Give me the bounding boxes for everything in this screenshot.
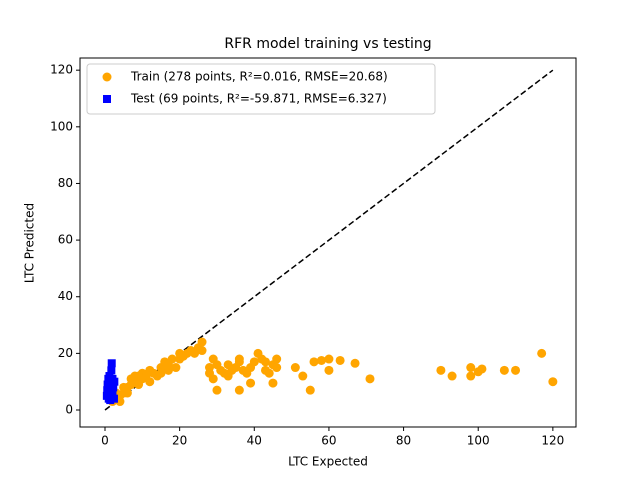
point <box>537 348 547 358</box>
point <box>447 371 457 381</box>
point <box>208 374 218 384</box>
point <box>305 385 315 395</box>
point <box>106 396 115 405</box>
point <box>104 374 113 383</box>
point <box>110 377 119 386</box>
legend-label: Train (278 points, R²=0.016, RMSE=20.68) <box>130 70 388 84</box>
point <box>272 354 282 364</box>
point <box>134 371 144 381</box>
x-tick-label: 120 <box>541 434 564 448</box>
point <box>477 364 487 374</box>
point <box>298 371 308 381</box>
point <box>156 368 166 378</box>
point <box>109 383 118 392</box>
x-tick-label: 80 <box>396 434 411 448</box>
y-tick-label: 120 <box>50 63 73 77</box>
point <box>268 378 278 388</box>
legend-marker <box>102 72 112 82</box>
y-tick-label: 20 <box>58 346 73 360</box>
point <box>466 371 476 381</box>
chart-title: RFR model training vs testing <box>224 36 431 52</box>
x-tick-label: 40 <box>247 434 262 448</box>
point <box>324 354 334 364</box>
x-axis-label: LTC Expected <box>288 455 368 469</box>
point <box>163 365 173 375</box>
y-axis-label: LTC Predicted <box>23 203 37 283</box>
point <box>108 389 117 398</box>
point <box>324 365 334 375</box>
point <box>171 363 181 373</box>
point <box>234 357 244 367</box>
legend-marker <box>103 95 111 103</box>
point <box>107 359 116 368</box>
point <box>234 385 244 395</box>
point <box>499 365 509 375</box>
point <box>260 357 270 367</box>
point <box>145 377 155 387</box>
point <box>272 363 282 373</box>
x-tick-label: 60 <box>321 434 336 448</box>
point <box>122 388 132 398</box>
point <box>246 378 256 388</box>
point <box>350 358 360 368</box>
plot-frame <box>79 57 577 428</box>
point <box>365 374 375 384</box>
point <box>466 363 476 373</box>
legend-box <box>86 63 436 115</box>
legend-label: Test (69 points, R²=-59.871, RMSE=6.327) <box>130 92 387 106</box>
point <box>197 346 207 356</box>
y-tick-label: 60 <box>58 233 73 247</box>
x-tick-label: 0 <box>101 434 109 448</box>
y-tick-label: 80 <box>58 176 73 190</box>
point <box>264 368 274 378</box>
point <box>511 365 521 375</box>
point <box>316 355 326 365</box>
point <box>249 357 259 367</box>
x-tick-label: 100 <box>467 434 490 448</box>
point <box>290 363 300 373</box>
y-tick-label: 40 <box>58 289 73 303</box>
y-tick-label: 100 <box>50 119 73 133</box>
point <box>436 365 446 375</box>
y-tick-label: 0 <box>65 403 73 417</box>
point <box>548 377 558 387</box>
point <box>197 337 207 347</box>
point <box>335 355 345 365</box>
point <box>212 385 222 395</box>
point <box>309 357 319 367</box>
point <box>167 354 177 364</box>
point <box>107 366 116 375</box>
x-tick-label: 20 <box>172 434 187 448</box>
